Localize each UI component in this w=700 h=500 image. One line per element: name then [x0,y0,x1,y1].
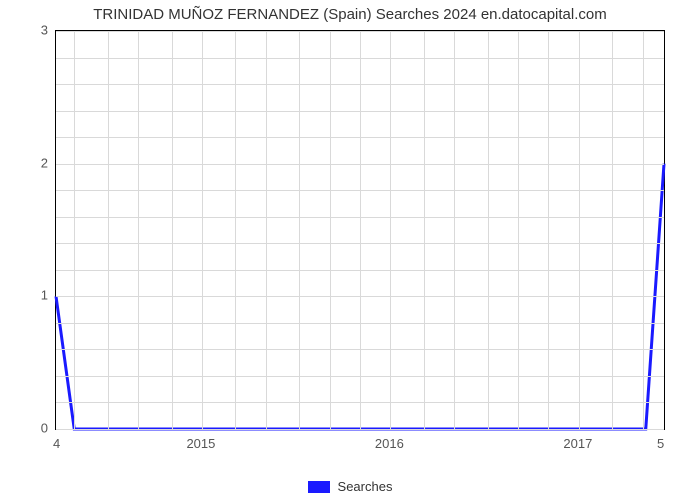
gridline-v [424,31,425,429]
gridline-v [74,31,75,429]
gridline-v [643,31,644,429]
gridline-v [299,31,300,429]
gridline-v [172,31,173,429]
x-tick-label: 2016 [375,436,404,451]
gridline-h [56,429,664,430]
chart-container: TRINIDAD MUÑOZ FERNANDEZ (Spain) Searche… [0,0,700,500]
gridline-v [390,31,391,429]
chart-title: TRINIDAD MUÑOZ FERNANDEZ (Spain) Searche… [0,6,700,23]
gridline-v [266,31,267,429]
y-tick-label: 3 [8,23,48,38]
y-tick-label: 2 [8,155,48,170]
gridline-v [202,31,203,429]
plot-area [55,30,665,430]
legend-swatch [308,481,330,493]
x-tick-label: 2017 [563,436,592,451]
y-tick-label: 1 [8,288,48,303]
gridline-v [518,31,519,429]
gridline-v [579,31,580,429]
gridline-v [488,31,489,429]
legend-label: Searches [338,479,393,494]
gridline-v [454,31,455,429]
gridline-v [138,31,139,429]
gridline-v [612,31,613,429]
y-tick-label: 0 [8,421,48,436]
gridline-v [548,31,549,429]
gridline-v [360,31,361,429]
x-corner-label-right: 5 [657,436,664,451]
gridline-v [108,31,109,429]
legend: Searches [0,479,700,494]
x-corner-label-left: 4 [53,436,60,451]
gridline-v [235,31,236,429]
gridline-v [330,31,331,429]
x-tick-label: 2015 [186,436,215,451]
